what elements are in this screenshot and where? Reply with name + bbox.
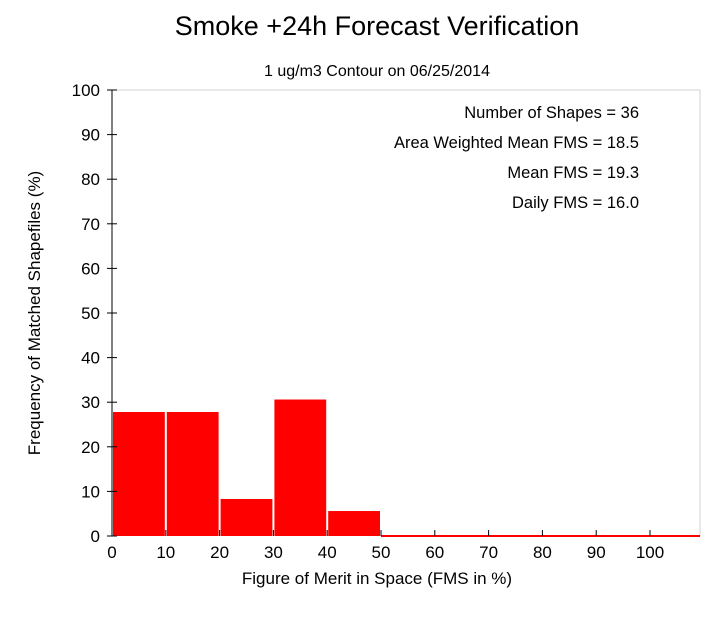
y-tick-label: 90 (81, 126, 100, 145)
histogram-bar (274, 399, 327, 536)
stat-line: Number of Shapes = 36 (464, 104, 639, 122)
x-tick-label: 80 (533, 543, 552, 562)
x-tick-label: 70 (479, 543, 498, 562)
x-tick-label: 0 (107, 543, 116, 562)
y-tick-label: 50 (81, 304, 100, 323)
histogram-bar (328, 511, 380, 536)
y-tick-label: 100 (72, 81, 100, 100)
x-tick-label: 60 (425, 543, 444, 562)
histogram-bar (166, 412, 219, 536)
y-axis-label: Frequency of Matched Shapefiles (%) (25, 171, 44, 455)
x-tick-label: 30 (264, 543, 283, 562)
x-tick-label: 90 (587, 543, 606, 562)
stat-line: Mean FMS = 19.3 (507, 164, 639, 182)
y-tick-label: 30 (81, 393, 100, 412)
stat-line: Daily FMS = 16.0 (512, 194, 639, 212)
y-tick-label: 20 (81, 438, 100, 457)
y-tick-label: 40 (81, 349, 100, 368)
y-tick-label: 0 (91, 527, 100, 546)
x-tick-label: 50 (372, 543, 391, 562)
histogram-bar (113, 412, 165, 536)
stat-line: Area Weighted Mean FMS = 18.5 (394, 134, 639, 152)
y-tick-label: 70 (81, 215, 100, 234)
chart-title: Smoke +24h Forecast Verification (175, 11, 579, 41)
chart-subtitle: 1 ug/m3 Contour on 06/25/2014 (264, 63, 490, 80)
x-axis-label: Figure of Merit in Space (FMS in %) (242, 569, 512, 588)
y-tick-label: 10 (81, 482, 100, 501)
histogram-bar (220, 498, 273, 536)
x-tick-label: 20 (210, 543, 229, 562)
statistics-box: Number of Shapes = 36 Area Weighted Mean … (394, 104, 639, 212)
plot-area: 0 10 20 30 40 50 60 70 80 90 100 0 10 20 30 40 50 60 70 80 9… (72, 81, 701, 562)
x-tick-label: 10 (156, 543, 175, 562)
y-tick-label: 60 (81, 259, 100, 278)
x-tick-label: 40 (318, 543, 337, 562)
y-tick-label: 80 (81, 170, 100, 189)
x-tick-label: 100 (636, 543, 664, 562)
